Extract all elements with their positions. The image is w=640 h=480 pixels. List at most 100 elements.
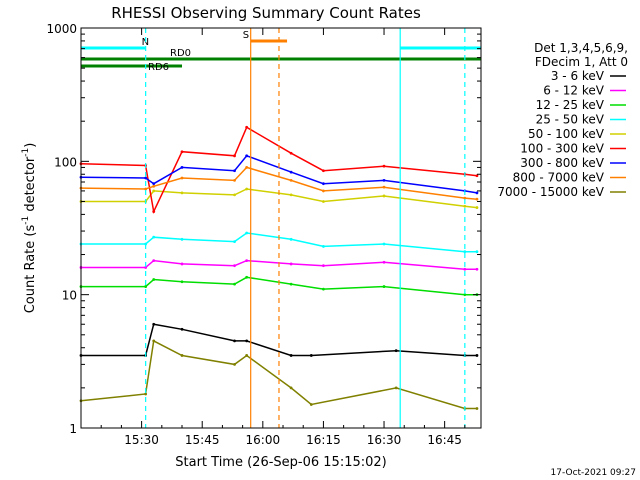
series-point-7000-15000-kev bbox=[394, 386, 398, 390]
series-point-7000-15000-kev bbox=[309, 403, 313, 406]
series-point-12-25-kev bbox=[245, 275, 249, 279]
flag-label-rd6: RD6 bbox=[148, 62, 169, 73]
series-point-25-50-kev bbox=[382, 242, 386, 246]
series-point-50-100-kev bbox=[233, 193, 236, 197]
series-point-50-100-kev bbox=[463, 204, 467, 208]
series-point-800-7000-kev bbox=[463, 196, 467, 200]
series-point-7000-15000-kev bbox=[289, 386, 293, 390]
y-tick-label-1000: 1000 bbox=[46, 22, 77, 36]
x-tick-label-16-45: 16:45 bbox=[427, 433, 462, 447]
y-tick-label-10: 10 bbox=[62, 289, 77, 303]
series-point-25-50-kev bbox=[475, 250, 479, 254]
series-point-800-7000-kev bbox=[289, 178, 293, 182]
series-point-12-25-kev bbox=[180, 280, 184, 284]
series-point-6-12-kev bbox=[463, 267, 467, 271]
series-point-800-7000-kev bbox=[322, 189, 325, 193]
series-point-3-6-kev bbox=[233, 339, 236, 343]
series-point-100-300-kev bbox=[245, 125, 249, 129]
series-point-800-7000-kev bbox=[152, 184, 156, 188]
legend-label-800-7000-kev: 800 - 7000 keV bbox=[513, 171, 605, 185]
series-point-12-25-kev bbox=[382, 285, 386, 288]
series-point-6-12-kev bbox=[180, 262, 184, 266]
x-tick-label-16-30: 16:30 bbox=[367, 433, 402, 447]
series-point-6-12-kev bbox=[233, 264, 236, 268]
series-point-7000-15000-kev bbox=[233, 362, 236, 366]
legend-header-line2: FDecim 1, Att 0 bbox=[535, 55, 628, 69]
series-point-12-25-kev bbox=[144, 285, 148, 288]
series-point-25-50-kev bbox=[144, 242, 148, 246]
y-tick-label-1: 1 bbox=[69, 422, 77, 436]
series-point-12-25-kev bbox=[289, 282, 293, 286]
x-axis-ticks: 15:30 15:45 16:00 16:15 16:30 16:45 bbox=[100, 28, 466, 447]
series-point-300-800-kev bbox=[322, 182, 325, 186]
y-tick-label-100: 100 bbox=[54, 155, 77, 169]
x-axis-label: Start Time (26-Sep-06 15:15:02) bbox=[175, 455, 386, 470]
legend-label-3-6-kev: 3 - 6 keV bbox=[551, 69, 605, 83]
series-point-800-7000-kev bbox=[382, 185, 386, 189]
series-point-800-7000-kev bbox=[245, 166, 249, 169]
series-lines bbox=[79, 125, 479, 410]
plot-frame bbox=[80, 27, 482, 429]
series-point-100-300-kev bbox=[322, 169, 325, 173]
series-point-6-12-kev bbox=[322, 264, 325, 268]
series-point-6-12-kev bbox=[289, 262, 293, 266]
series-point-12-25-kev bbox=[463, 293, 467, 297]
legend-header-line1: Det 1,3,4,5,6,9, bbox=[534, 41, 628, 55]
series-point-25-50-kev bbox=[152, 235, 156, 239]
series-point-50-100-kev bbox=[322, 200, 325, 203]
series-point-300-800-kev bbox=[475, 191, 479, 195]
x-tick-label-16-15: 16:15 bbox=[306, 433, 341, 447]
series-point-3-6-kev bbox=[289, 354, 293, 357]
series-point-25-50-kev bbox=[245, 231, 249, 235]
series-point-800-7000-kev bbox=[144, 187, 148, 191]
series-point-6-12-kev bbox=[152, 259, 156, 263]
series-point-300-800-kev bbox=[144, 176, 148, 180]
series-point-100-300-kev bbox=[152, 210, 156, 213]
series-point-100-300-kev bbox=[180, 150, 184, 154]
series-point-300-800-kev bbox=[382, 178, 386, 182]
legend-label-50-100-kev: 50 - 100 keV bbox=[528, 127, 605, 141]
flag-label-n: N bbox=[142, 37, 149, 48]
series-point-300-800-kev bbox=[289, 170, 293, 174]
series-point-7000-15000-kev bbox=[180, 354, 184, 357]
series-point-25-50-kev bbox=[180, 237, 184, 241]
legend-label-7000-15000-kev: 7000 - 15000 keV bbox=[497, 185, 604, 199]
series-point-6-12-kev bbox=[144, 266, 148, 269]
series-point-3-6-kev bbox=[152, 322, 156, 326]
series-point-300-800-kev bbox=[245, 154, 249, 158]
series-point-100-300-kev bbox=[289, 151, 293, 155]
series-point-6-12-kev bbox=[382, 260, 386, 264]
legend-label-12-25-kev: 12 - 25 keV bbox=[536, 98, 605, 112]
series-point-7000-15000-kev bbox=[152, 339, 156, 343]
series-point-7000-15000-kev bbox=[475, 407, 479, 410]
series-point-25-50-kev bbox=[289, 237, 293, 241]
series-point-3-6-kev bbox=[475, 354, 479, 357]
series-point-3-6-kev bbox=[245, 339, 249, 343]
series-point-25-50-kev bbox=[463, 250, 467, 254]
x-tick-label-16-00: 16:00 bbox=[246, 433, 281, 447]
vertical-markers bbox=[145, 28, 466, 428]
series-point-800-7000-kev bbox=[233, 178, 236, 182]
legend-label-6-12-kev: 6 - 12 keV bbox=[543, 84, 605, 98]
series-point-6-12-kev bbox=[245, 259, 249, 263]
series-point-50-100-kev bbox=[289, 193, 293, 197]
series-point-50-100-kev bbox=[180, 191, 184, 195]
series-point-3-6-kev bbox=[180, 327, 184, 331]
flag-label-s: S bbox=[243, 30, 249, 41]
series-point-25-50-kev bbox=[322, 245, 325, 248]
series-point-12-25-kev bbox=[233, 282, 236, 286]
legend-label-100-300-kev: 100 - 300 keV bbox=[520, 142, 604, 156]
series-point-300-800-kev bbox=[233, 169, 236, 173]
series-point-7000-15000-kev bbox=[144, 392, 148, 396]
series-point-300-800-kev bbox=[180, 166, 184, 169]
series-point-100-300-kev bbox=[382, 164, 386, 168]
series-point-12-25-kev bbox=[152, 278, 156, 281]
series-point-6-12-kev bbox=[475, 267, 479, 271]
series-point-3-6-kev bbox=[394, 349, 398, 353]
chart-title: RHESSI Observing Summary Count Rates bbox=[111, 4, 421, 22]
series-point-800-7000-kev bbox=[180, 176, 184, 180]
series-point-50-100-kev bbox=[152, 189, 156, 193]
series-point-100-300-kev bbox=[475, 174, 479, 178]
